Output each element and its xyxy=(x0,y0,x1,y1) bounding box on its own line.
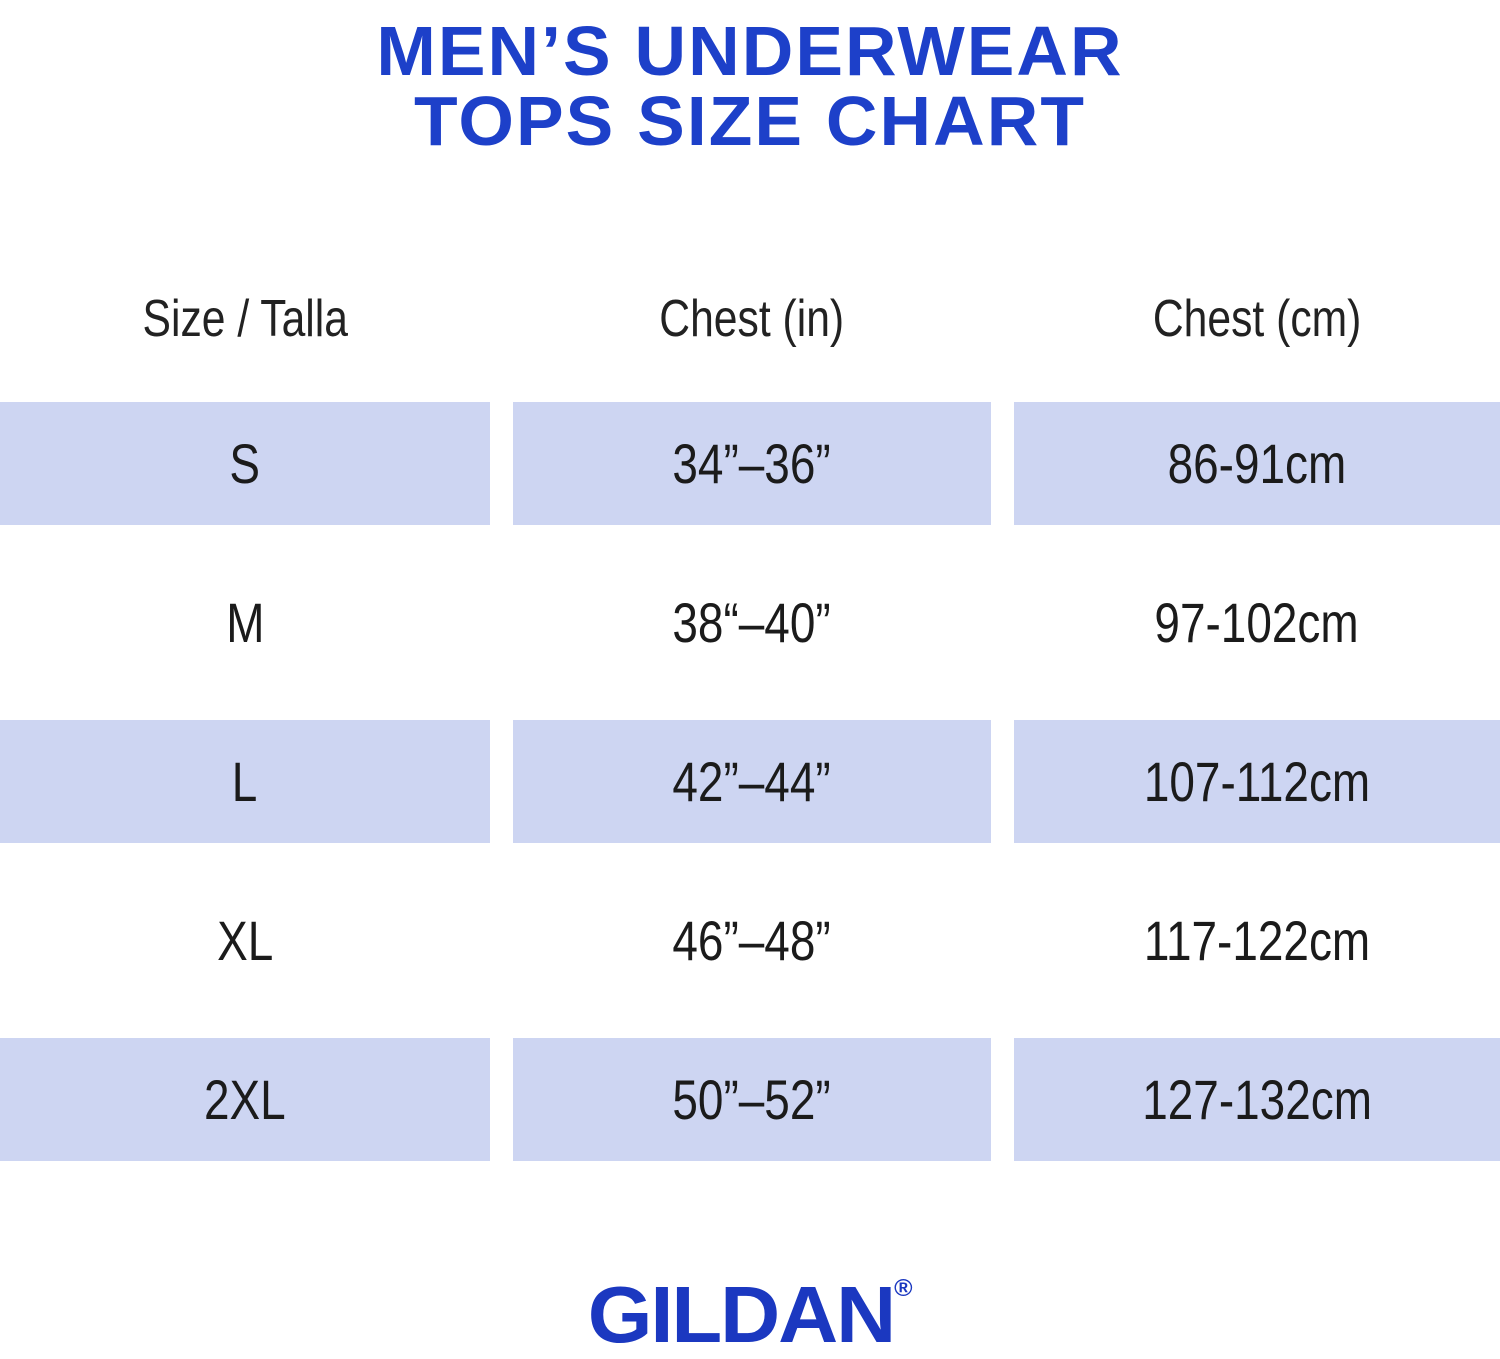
chest-in-cell: 42”–44” xyxy=(513,720,991,843)
chest-cm-cell: 117-122cm xyxy=(1014,879,1500,1002)
column-header-chest-in: Chest (in) xyxy=(513,254,991,384)
table-row: 2XL 50”–52” 127-132cm xyxy=(0,1020,1500,1179)
column-header-chest-cm: Chest (cm) xyxy=(1014,254,1500,384)
size-value: M xyxy=(225,591,265,654)
table-header-row: Size / Talla Chest (in) Chest (cm) xyxy=(0,254,1500,384)
table-row: L 42”–44” 107-112cm xyxy=(0,702,1500,861)
chest-in-cell: 46”–48” xyxy=(513,879,991,1002)
chest-cm-value: 97-102cm xyxy=(1154,591,1360,654)
chest-cm-value: 127-132cm xyxy=(1142,1068,1372,1131)
page-title-line-1: MEN’S UNDERWEAR xyxy=(376,12,1124,90)
column-header-chest-cm-label: Chest (cm) xyxy=(1152,290,1362,348)
chest-cm-cell: 86-91cm xyxy=(1014,402,1500,525)
size-value: XL xyxy=(216,909,274,972)
page-title: MEN’S UNDERWEAR TOPS SIZE CHART xyxy=(0,0,1500,156)
table-row: XL 46”–48” 117-122cm xyxy=(0,861,1500,1020)
size-cell: S xyxy=(0,402,490,525)
chest-in-value: 50”–52” xyxy=(672,1068,832,1131)
size-cell: M xyxy=(0,561,490,684)
size-value: 2XL xyxy=(204,1068,286,1131)
page-title-line-2: TOPS SIZE CHART xyxy=(414,82,1086,160)
chest-in-value: 42”–44” xyxy=(672,750,832,813)
chest-cm-cell: 97-102cm xyxy=(1014,561,1500,684)
chest-in-cell: 38“–40” xyxy=(513,561,991,684)
gildan-logo-text: GILDAN xyxy=(587,1270,897,1359)
size-cell: XL xyxy=(0,879,490,1002)
column-header-size-label: Size / Talla xyxy=(142,290,348,348)
table-row: S 34”–36” 86-91cm xyxy=(0,384,1500,543)
column-header-chest-in-label: Chest (in) xyxy=(659,290,845,348)
gildan-logo: GILDAN® xyxy=(588,1269,913,1359)
footer: GILDAN® xyxy=(0,1269,1500,1359)
column-header-size: Size / Talla xyxy=(0,254,490,384)
chest-cm-value: 107-112cm xyxy=(1143,750,1371,813)
chest-cm-value: 86-91cm xyxy=(1167,432,1347,495)
chest-cm-cell: 107-112cm xyxy=(1014,720,1500,843)
registered-trademark-icon: ® xyxy=(894,1275,913,1302)
chest-in-value: 38“–40” xyxy=(672,591,832,654)
chest-cm-cell: 127-132cm xyxy=(1014,1038,1500,1161)
table-row: M 38“–40” 97-102cm xyxy=(0,543,1500,702)
chest-in-value: 34”–36” xyxy=(672,432,832,495)
size-cell: L xyxy=(0,720,490,843)
chest-cm-value: 117-122cm xyxy=(1143,909,1371,972)
chest-in-value: 46”–48” xyxy=(672,909,832,972)
size-value: L xyxy=(232,750,258,813)
size-cell: 2XL xyxy=(0,1038,490,1161)
chest-in-cell: 34”–36” xyxy=(513,402,991,525)
chest-in-cell: 50”–52” xyxy=(513,1038,991,1161)
size-value: S xyxy=(229,432,261,495)
